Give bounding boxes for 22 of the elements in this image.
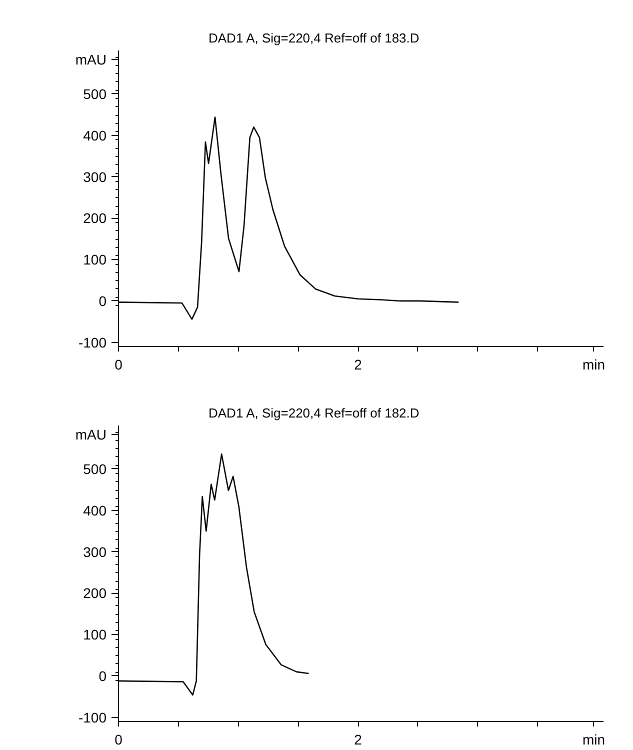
y-tick-label: -100 (78, 709, 107, 726)
y-tick-label: 0 (98, 292, 107, 309)
y-tick-label: 500 (83, 86, 107, 102)
y-tick-label: 400 (83, 502, 107, 518)
y-tick-label: 300 (83, 168, 107, 185)
y-tick-label: 200 (83, 210, 107, 226)
y-axis-title: mAU (75, 426, 107, 442)
chart-title: DAD1 A, Sig=220,4 Ref=off of 183.D (208, 30, 420, 46)
y-tick-label: 100 (83, 626, 107, 643)
x-axis-title: min (582, 356, 606, 372)
x-tick-label: 2 (354, 732, 362, 748)
chart-title: DAD1 A, Sig=220,4 Ref=off of 182.D (208, 406, 420, 420)
y-tick-label: 300 (83, 544, 107, 560)
x-axis-title: min (582, 732, 606, 748)
y-tick-label: -100 (78, 334, 107, 350)
y-axis-title: mAU (75, 51, 107, 68)
y-tick-label: 100 (83, 252, 107, 268)
x-tick-label: 2 (354, 356, 362, 372)
y-tick-label: 200 (83, 585, 107, 602)
y-tick-label: 0 (98, 668, 107, 684)
y-tick-label: 400 (83, 127, 107, 144)
y-tick-label: 500 (83, 460, 107, 477)
